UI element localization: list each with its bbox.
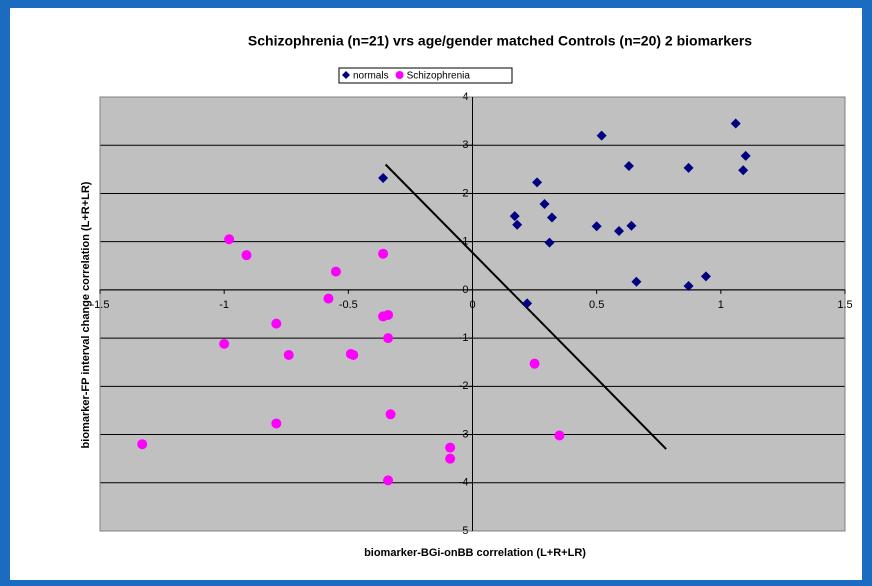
y-tick-label: 3 [462, 139, 468, 151]
point [623, 160, 634, 171]
point [730, 118, 741, 129]
point [512, 219, 523, 230]
point [529, 358, 540, 369]
point [532, 177, 543, 188]
point [626, 220, 637, 231]
point [383, 333, 394, 344]
point [700, 271, 711, 282]
point [546, 212, 557, 223]
point [330, 266, 341, 277]
point [283, 349, 294, 360]
point [554, 430, 565, 441]
point [378, 248, 389, 259]
point [323, 293, 334, 304]
point [378, 173, 389, 184]
point [385, 409, 396, 420]
y-tick-label: 1 [462, 236, 468, 248]
point [348, 349, 359, 360]
x-tick-label: 0 [469, 299, 475, 311]
point [219, 338, 230, 349]
y-tick-label: -1 [459, 332, 469, 344]
chart-title: Schizophrenia (n=21) vrs age/gender matc… [248, 33, 752, 49]
point [445, 453, 456, 464]
legend-label: Schizophrenia [407, 71, 471, 82]
point [738, 165, 749, 176]
point [544, 237, 555, 248]
point [445, 442, 456, 453]
point [383, 475, 394, 486]
y-axis-label: biomarker-FP interval change correlation… [80, 181, 92, 448]
point [591, 221, 602, 232]
point [271, 418, 282, 429]
point [539, 199, 550, 210]
legend-box [338, 67, 513, 84]
x-tick-label: -0.5 [339, 299, 358, 311]
x-axis-label: biomarker-BGi-onBB correlation (L+R+LR) [364, 547, 586, 559]
legend-marker [395, 71, 404, 79]
point [683, 281, 694, 292]
point [614, 226, 625, 237]
point [224, 234, 235, 245]
point [241, 250, 252, 261]
x-tick-label: 1.5 [837, 299, 852, 311]
legend-label: normals [353, 71, 389, 82]
y-tick-label: -4 [459, 477, 469, 489]
x-tick-label: -1.5 [91, 299, 110, 311]
point [509, 211, 520, 222]
point [683, 162, 694, 173]
point [137, 439, 148, 450]
x-tick-label: -1 [219, 299, 229, 311]
point [271, 318, 282, 329]
legend-marker [342, 71, 350, 79]
y-tick-label: -2 [459, 380, 469, 392]
y-tick-label: 2 [462, 187, 468, 199]
point [383, 309, 394, 320]
point [596, 130, 607, 141]
point [522, 298, 533, 309]
x-tick-label: 0.5 [589, 299, 604, 311]
point [740, 150, 751, 161]
point [631, 276, 642, 287]
y-tick-label: -3 [459, 428, 469, 440]
x-tick-label: 1 [718, 299, 724, 311]
